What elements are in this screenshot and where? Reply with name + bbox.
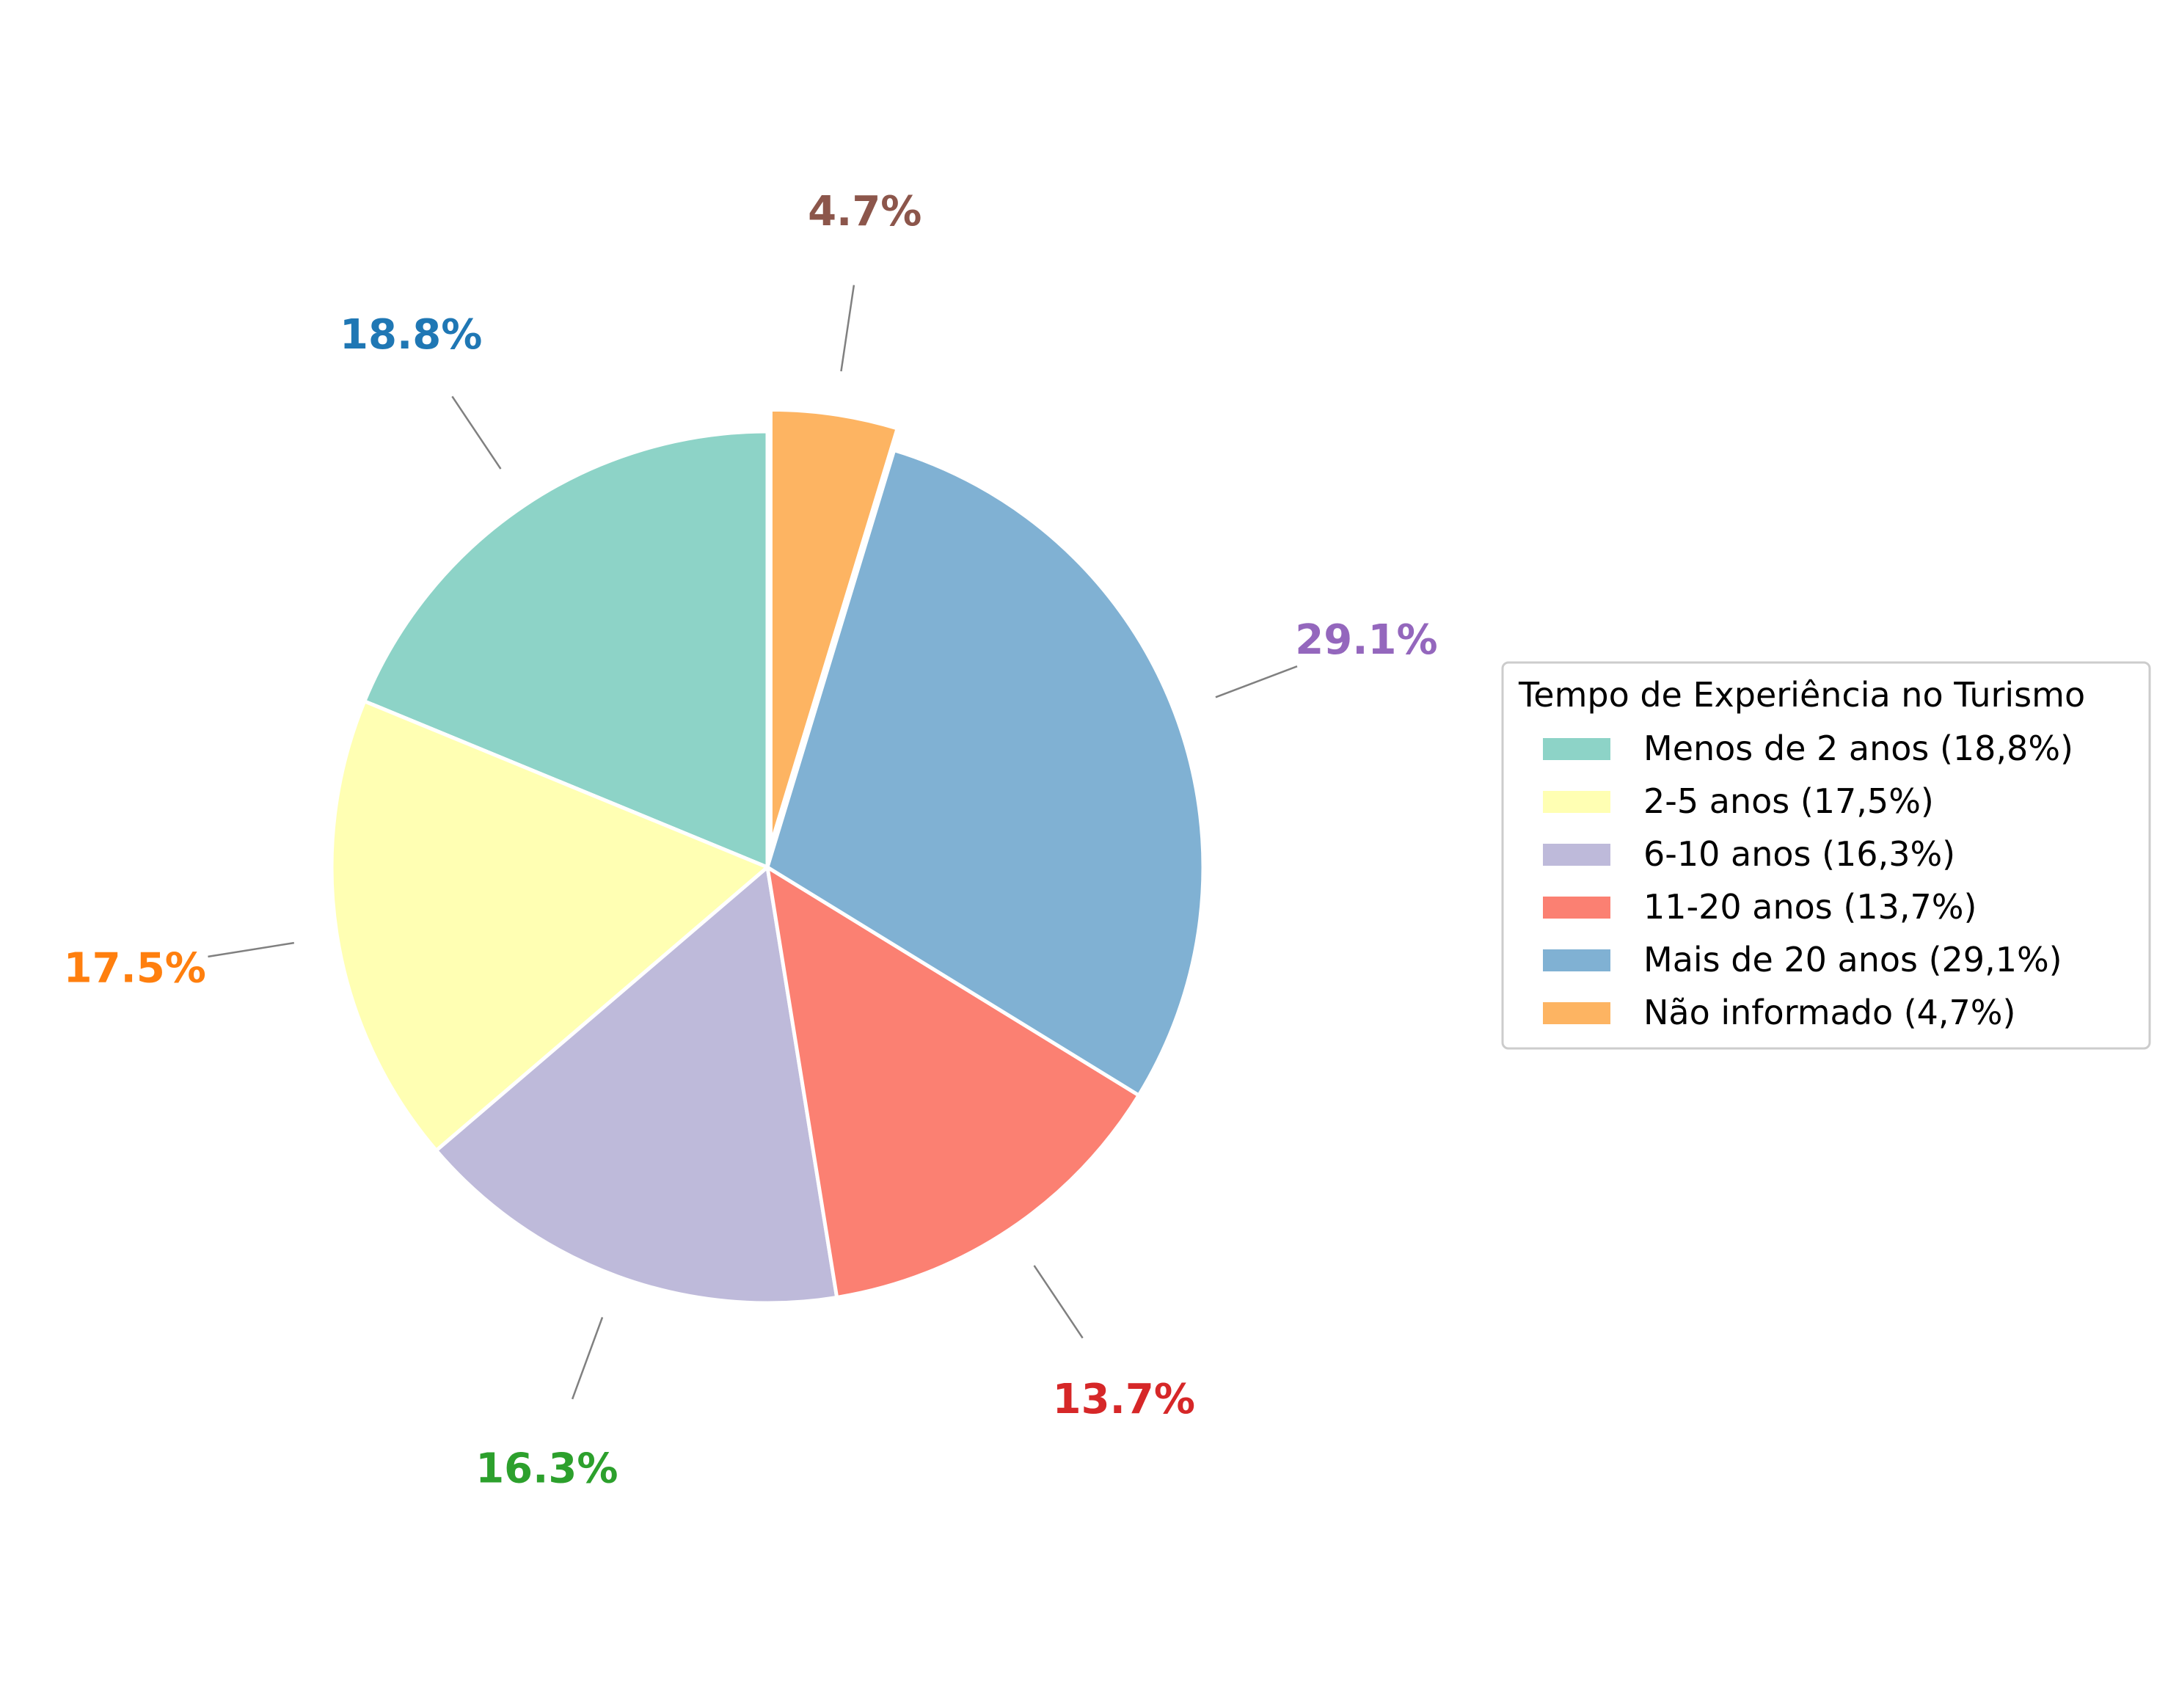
leader-lines [208,285,1298,1400]
pct-label-4: 29.1% [1295,616,1437,664]
pct-label-3: 13.7% [1053,1376,1195,1423]
legend-swatch-5 [1543,1002,1610,1024]
legend-swatch-2 [1543,844,1610,866]
legend-swatch-3 [1543,897,1610,919]
pct-label-5: 4.7% [808,188,921,236]
leader-line-0 [451,395,502,470]
pie-slices [329,407,1205,1305]
pct-label-0: 18.8% [340,311,482,359]
pie-slice-5 [768,407,899,847]
percentage-labels: 18.8% 17.5% 16.3% 13.7% 29.1% 4.7% [64,188,1438,1492]
leader-line-5 [840,285,855,372]
leader-line-1 [208,941,294,958]
legend-swatch-0 [1543,738,1610,760]
legend-items: Menos de 2 anos (18,8%) 2-5 anos (17,5%) 6… [1543,729,2073,1032]
legend-label-2: 6-10 anos (16,3%) [1643,834,1955,874]
pie-slice-0 [362,429,770,869]
legend-label-0: Menos de 2 anos (18,8%) [1643,729,2073,768]
legend-swatch-4 [1543,949,1610,971]
leader-line-3 [1033,1265,1084,1339]
legend-label-1: 2-5 anos (17,5%) [1643,781,1934,821]
legend-label-3: 11-20 anos (13,7%) [1643,887,1977,927]
legend-label-4: Mais de 20 anos (29,1%) [1643,940,2062,979]
legend-swatch-1 [1543,791,1610,813]
pie-slice-4 [765,448,1205,1098]
pie-slice-2 [434,865,839,1305]
leader-line-4 [1215,665,1298,698]
legend-label-5: Não informado (4,7%) [1643,993,2015,1032]
legend-title: Tempo de Experiência no Turismo [1518,675,2085,715]
pct-label-1: 17.5% [64,944,206,992]
pct-label-2: 16.3% [475,1445,618,1492]
leader-line-2 [571,1317,604,1400]
legend: Tempo de Experiência no Turismo Menos de… [1501,661,2151,1050]
legend-frame [1501,661,2151,1050]
pie-slice-3 [765,865,1141,1299]
pie-slice-1 [329,699,770,1153]
